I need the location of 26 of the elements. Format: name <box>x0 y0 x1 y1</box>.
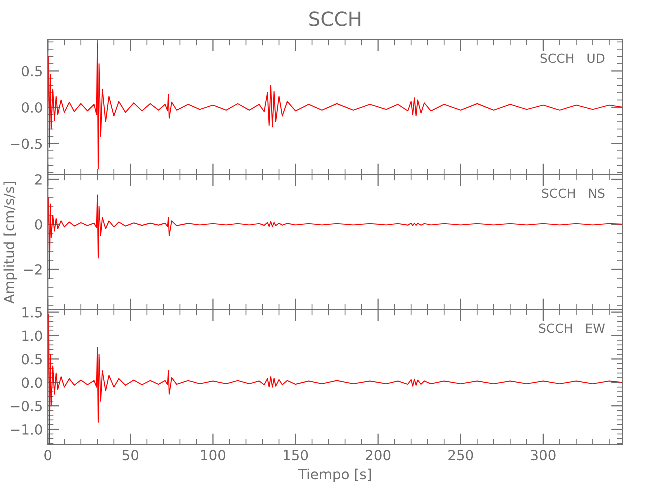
x-axis-title: Tiempo [s] <box>298 468 372 482</box>
annotation: SCCH UD <box>540 54 605 64</box>
y-tick-label: −0.5 <box>10 401 42 412</box>
x-tick-label: 300 <box>531 450 556 461</box>
line-series <box>48 43 623 170</box>
y-tick-label: 0.5 <box>22 354 42 365</box>
annotation: SCCH NS <box>542 188 605 198</box>
chart-title: SCCH <box>310 12 361 26</box>
x-tick-label: 250 <box>448 450 474 461</box>
y-tick-label: −2 <box>24 264 42 275</box>
y-axis-title: Amplitud [cm/s/s] <box>4 182 18 304</box>
x-tick-label: 100 <box>201 450 226 461</box>
x-tick-label: 200 <box>366 450 391 461</box>
y-tick-label: −0.5 <box>10 138 42 150</box>
y-tick-label: 0 <box>35 219 42 230</box>
x-tick-label: 50 <box>122 450 139 461</box>
y-tick-label: 0.0 <box>22 102 42 113</box>
y-tick-label: 1.0 <box>22 330 42 342</box>
y-tick-label: 0.5 <box>22 66 42 77</box>
y-tick-label: 1.5 <box>22 307 42 318</box>
x-tick-label: 150 <box>284 450 308 461</box>
y-tick-label: 2 <box>35 174 42 185</box>
y-tick-label: −1.0 <box>10 424 42 436</box>
y-tick-label: 0.0 <box>22 378 42 388</box>
x-tick-label: 0 <box>44 450 52 461</box>
annotation: SCCH EW <box>539 324 606 334</box>
